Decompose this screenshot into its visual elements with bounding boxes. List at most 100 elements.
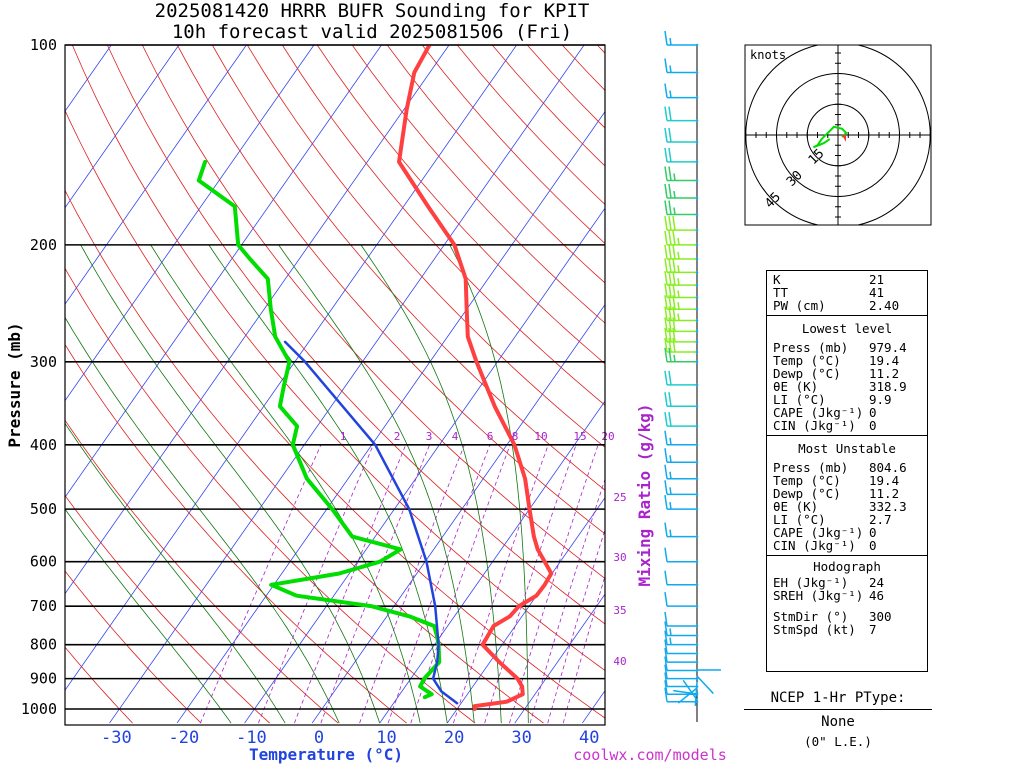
mixing-ratio-line: [453, 444, 549, 724]
wind-barb-dot: [695, 604, 699, 608]
wind-barb: [664, 166, 699, 182]
wind-barb-half: [677, 313, 680, 321]
mixing-ratio-side-label: 35: [613, 604, 626, 617]
mixing-ratio-side-label: 25: [613, 491, 626, 504]
wind-barb-flag: [668, 200, 672, 215]
wind-barb-dot: [695, 624, 699, 628]
lowest-value: 979.4: [869, 340, 907, 355]
wind-barb-dot: [695, 535, 699, 538]
pressure-tick-label: 700: [30, 597, 57, 615]
storm-motion-marker: [842, 135, 846, 142]
wind-barb: [664, 327, 699, 344]
wind-barb-dot: [695, 228, 699, 232]
plot-frame: [64, 44, 606, 726]
wind-barb-half: [669, 37, 672, 46]
isobars: 100 200 300 400 500 600 700 800 900 1000: [21, 36, 605, 718]
wind-barb: [664, 258, 699, 274]
unstable-value: 19.4: [869, 473, 900, 488]
wind-barb-flag: [668, 230, 672, 245]
hodo-index-label: SREH (Jkg⁻¹): [773, 588, 864, 603]
dry-adiabat: [65, 570, 202, 724]
indices-panel: K 21 TT 41 PW (cm) 2.40 Lowest level Press (m…: [766, 270, 928, 672]
wind-barb-dot: [695, 507, 699, 511]
wind-barb: [664, 200, 699, 216]
lowest-row: Press (mb) 979.4: [773, 341, 921, 354]
x-axis-label: Temperature (°C): [249, 745, 403, 764]
wind-barb: [664, 480, 699, 496]
unstable-row: θE (K) 332.3: [773, 500, 921, 513]
wind-barb-dot: [695, 560, 699, 563]
lowest-row: CAPE (Jkg⁻¹) 0: [773, 406, 921, 419]
storm-label: StmDir (°): [773, 609, 849, 624]
y-axis-label: Pressure (mb): [5, 322, 24, 447]
wind-barb-flag: [664, 639, 668, 654]
unstable-value: 11.2: [869, 486, 900, 501]
dry-adiabat: [65, 646, 133, 724]
mixing-ratio-tick-label: 3: [426, 430, 433, 443]
wind-barb-half: [669, 455, 672, 463]
lowest-value: 0: [869, 405, 877, 420]
wind-barb: [664, 656, 699, 672]
isotherm: [65, 45, 315, 402]
wind-barb-dot: [695, 179, 699, 182]
temperature-tick-label: -10: [236, 728, 267, 748]
ptype-title: NCEP 1-Hr PType:: [770, 690, 906, 706]
lowest-value: 318.9: [869, 379, 907, 394]
wind-barb-half: [677, 265, 680, 273]
wind-barb: [664, 317, 699, 333]
wind-barb: [664, 271, 699, 287]
dry-adiabat: [65, 189, 544, 724]
mixing-ratio-side-label: 40: [613, 655, 626, 668]
wind-barb-dot: [695, 119, 699, 122]
wind-barb-flag: [664, 687, 668, 702]
hodo-index-row: SREH (Jkg⁻¹) 46: [773, 589, 921, 602]
wind-barb-flag: [664, 215, 668, 231]
lowest-label: CAPE (Jkg⁻¹): [773, 405, 864, 420]
wind-barb-dot: [695, 424, 699, 428]
wind-barb-flag: [664, 147, 668, 163]
wind-barb-flag: [668, 412, 672, 427]
wind-barb-flag: [664, 570, 668, 585]
wind-barb: [664, 592, 699, 608]
wind-barb-half: [669, 437, 672, 445]
wind-barb-dot: [695, 652, 699, 655]
wind-barb-dot: [695, 71, 699, 74]
sounding-traces: [196, 45, 554, 711]
wind-barb-flag: [664, 680, 668, 695]
unstable-row: LI (°C) 2.7: [773, 513, 921, 526]
unstable-label: Temp (°C): [773, 473, 841, 488]
mixing-ratio-tick-label: 2: [394, 430, 401, 443]
unstable-label: LI (°C): [773, 512, 826, 527]
mixing-ratio-line: [359, 444, 465, 724]
unstable-row: Temp (°C) 19.4: [773, 474, 921, 487]
hodo-index-value: 24: [869, 575, 885, 590]
wind-barb-flag: [664, 306, 668, 321]
temperature-tick-label: -20: [169, 728, 200, 748]
chart-title: 2025081420 HRRR BUFR Sounding for KPIT: [155, 0, 590, 22]
hodograph-trace: [812, 125, 848, 149]
moist-adiabat: [65, 422, 286, 724]
wind-barb: [664, 522, 699, 538]
lowest-row: LI (°C) 9.9: [773, 393, 921, 406]
mixing-ratio-tick-label: 8: [512, 430, 519, 443]
unstable-row: CAPE (Jkg⁻¹) 0: [773, 526, 921, 539]
wind-barb-flag: [664, 258, 668, 273]
wind-barb: [664, 664, 699, 680]
wind-barb-flag: [664, 106, 668, 121]
lowest-label: Temp (°C): [773, 353, 841, 368]
wind-barb-dot: [695, 383, 699, 387]
unstable-row: Press (mb) 804.6: [773, 461, 921, 474]
wind-barb-flag: [664, 370, 668, 385]
wind-barb: [664, 183, 699, 200]
dry-adiabat: [141, 45, 605, 579]
wind-barb-dot: [695, 443, 699, 447]
wind-barb-flag: [672, 337, 676, 353]
hodograph-units: knots: [750, 48, 786, 62]
index-value: 2.40: [869, 298, 900, 313]
wind-barb-flag: [668, 347, 672, 362]
wind-barb-flag: [664, 200, 668, 215]
dry-adiabat: [281, 45, 605, 406]
wind-barb: [664, 370, 699, 387]
unstable-value: 804.6: [869, 460, 907, 475]
